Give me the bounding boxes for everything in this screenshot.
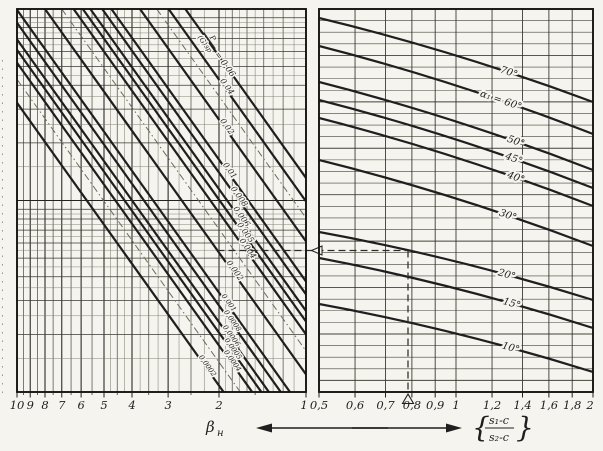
alpha-curve-10 bbox=[319, 302, 593, 374]
beta-tick-label: 10 bbox=[10, 398, 25, 412]
result-triangle-marker bbox=[401, 392, 415, 405]
pg-line-0,0008 bbox=[17, 20, 282, 392]
ratio-tick-label: 0,6 bbox=[346, 398, 364, 412]
beta-tick-label: 1 bbox=[300, 398, 307, 412]
beta-tick-label: 9 bbox=[27, 398, 34, 412]
ratio-tick-label: 0,9 bbox=[426, 398, 444, 412]
ratio-tick-label: 1,4 bbox=[513, 398, 531, 412]
ratio-brace-right: } bbox=[516, 411, 534, 444]
pg-line-0,01 bbox=[110, 9, 306, 284]
pg-line-0,008 bbox=[101, 9, 306, 297]
pg-line-0,006 bbox=[89, 9, 306, 313]
pg-line-0,001 bbox=[17, 9, 292, 392]
pg-line-0,0004 bbox=[17, 60, 254, 392]
alpha-curve-label: 15° bbox=[502, 296, 522, 311]
pg-line-0,0002 bbox=[17, 100, 225, 392]
right-arrow-icon bbox=[352, 423, 462, 433]
alpha-curve-30 bbox=[319, 158, 593, 248]
pg-line-0,004 bbox=[72, 9, 306, 337]
beta-tick-label: 6 bbox=[77, 398, 84, 412]
ratio-tick-label: 1,2 bbox=[483, 398, 501, 412]
pg-line-0,002 bbox=[43, 9, 306, 377]
ratio-tick-label: 0,5 bbox=[310, 398, 328, 412]
right-panel: 70°α₁ = 60°50°45°40°30°20°15°10° bbox=[319, 9, 593, 392]
pg-line-0,0005 bbox=[17, 47, 263, 392]
beta-tick-label: 2 bbox=[214, 398, 222, 412]
beta-tick-label: 8 bbox=[41, 398, 48, 412]
ratio-tick-label: 0,8 bbox=[403, 398, 421, 412]
reading-arrowhead-icon bbox=[310, 245, 323, 256]
alpha-curve-60 bbox=[319, 44, 593, 136]
bottom-axis: 10 9 8 7 6 5 4 3 2 1 0,5 0,6 0,7 0,8 0,9 1 1,2 1,4 1,6 1,8 2 bbox=[10, 392, 594, 412]
ratio-denominator: s₂-c bbox=[489, 431, 509, 444]
alpha-curve-40 bbox=[319, 116, 593, 208]
alpha-curve-label: 10° bbox=[501, 341, 521, 356]
pg-line-label: 0,02 bbox=[218, 117, 236, 137]
pg-line-0,005 bbox=[81, 9, 306, 324]
alpha-curve-15 bbox=[319, 256, 593, 330]
ratio-brace-left: { bbox=[472, 411, 490, 444]
ratio-tick-label: 1 bbox=[452, 398, 459, 412]
alpha-curve-label: α₁ = 60° bbox=[479, 89, 523, 113]
pg-line-label: 0,04 bbox=[218, 77, 236, 97]
ratio-tick-label: 1,8 bbox=[563, 398, 581, 412]
pg-line-0,06 bbox=[184, 9, 306, 180]
alpha-curve-label: 30° bbox=[498, 208, 518, 224]
pg-line-0,02 bbox=[138, 9, 306, 244]
alpha-curve-20 bbox=[319, 230, 593, 302]
alpha-curve-50 bbox=[319, 80, 593, 172]
ratio-tick-label: 2 bbox=[585, 398, 593, 412]
alpha-curve-label: 45° bbox=[503, 151, 524, 168]
ratio-tick-label: 1,6 bbox=[540, 398, 558, 412]
chart-render-root: P(G)зр= 0,060,040,020,010,0080,0060,0050… bbox=[2, 8, 594, 412]
beta-tick-label: 4 bbox=[127, 398, 135, 412]
pg-line-label: 0,0002 bbox=[197, 354, 218, 379]
beta-axis-subscript: н bbox=[217, 428, 224, 439]
alpha-curve-label: 20° bbox=[496, 267, 517, 283]
ratio-tick-label: 0,7 bbox=[376, 398, 395, 412]
beta-tick-label: 5 bbox=[100, 398, 107, 412]
beta-axis-symbol: β bbox=[205, 418, 215, 436]
ratio-axis-title: { s₁-c s₂-c } bbox=[352, 411, 534, 444]
beta-tick-label: 3 bbox=[164, 398, 171, 412]
pg-line-0,0006 bbox=[17, 37, 270, 392]
alpha-curve-70 bbox=[319, 16, 593, 104]
alpha-curve-45 bbox=[319, 98, 593, 190]
alpha-curve-label: 50° bbox=[506, 134, 526, 150]
beta-tick-label: 7 bbox=[58, 398, 66, 412]
left-panel-border bbox=[16, 8, 307, 393]
ratio-numerator: s₁-c bbox=[489, 414, 509, 427]
